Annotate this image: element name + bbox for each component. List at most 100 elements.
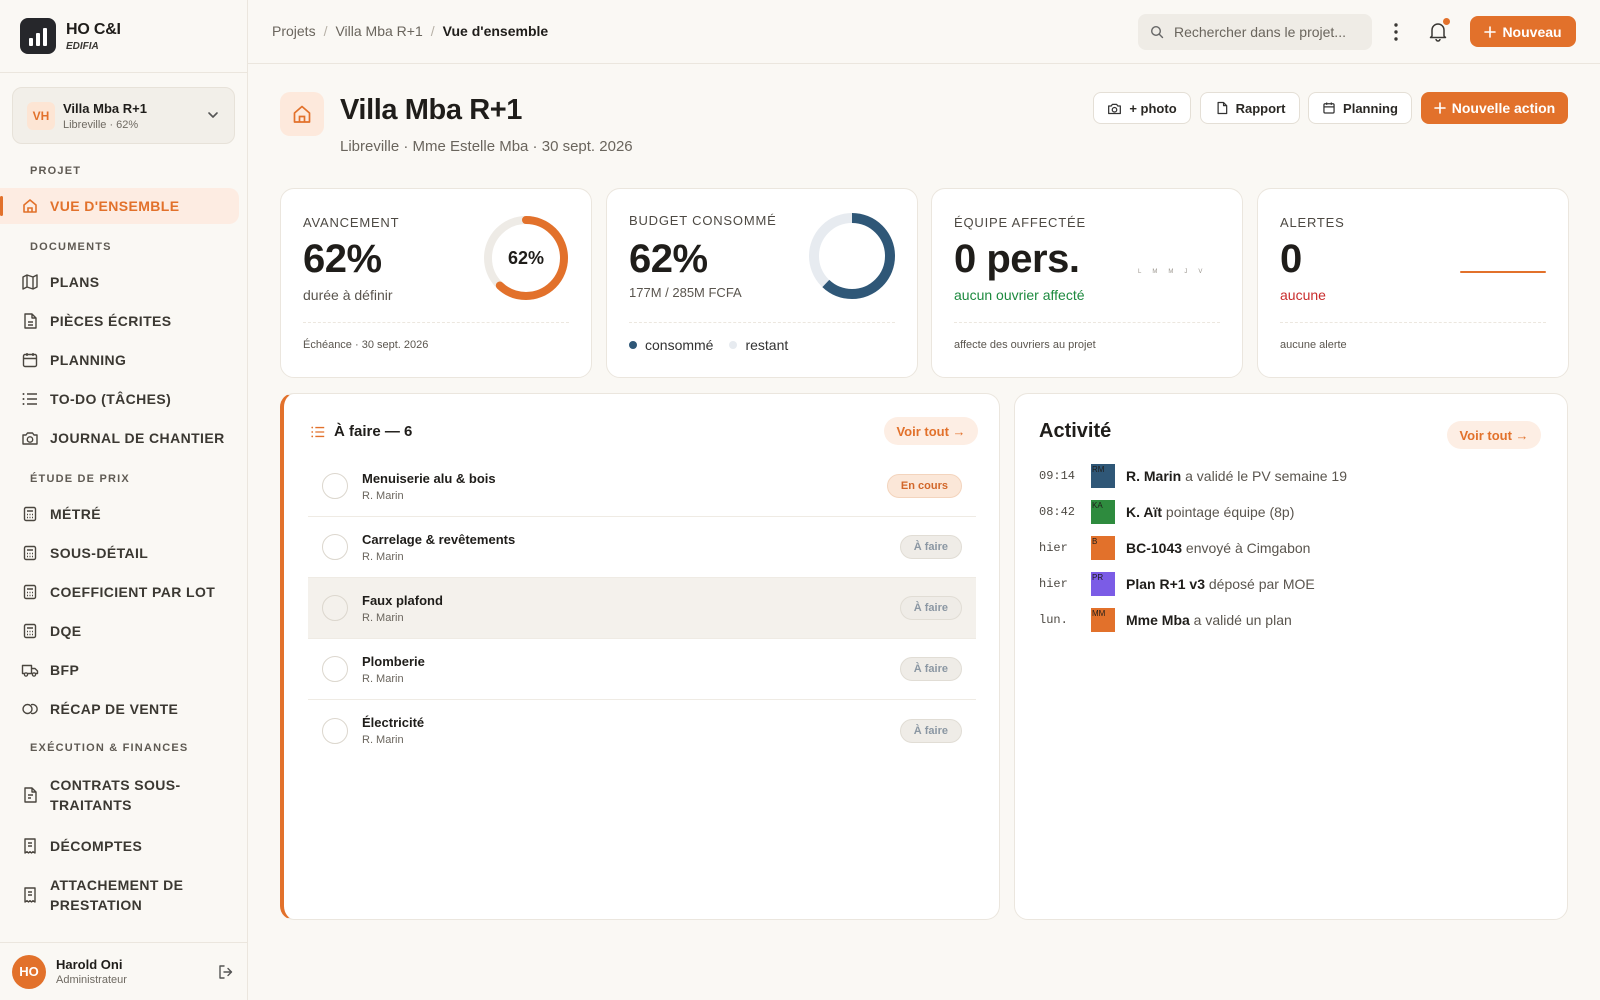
divider [954,322,1220,323]
new-action-label: Nouvelle action [1451,100,1556,116]
activity-actor: Mme Mba [1126,612,1190,628]
task-name: Faux plafond [362,592,443,608]
nav-item-todo[interactable]: TO-DO (TÂCHES) [0,381,240,417]
page-home-icon [280,92,324,136]
task-row[interactable]: Faux plafond R. Marin À faire [308,578,976,639]
new-button[interactable]: Nouveau [1470,16,1576,47]
nav-item-journal[interactable]: JOURNAL DE CHANTIER [0,420,240,456]
nav-item-metre[interactable]: MÉTRÉ [0,496,240,532]
task-checkbox[interactable] [322,534,348,560]
task-row[interactable]: Électricité R. Marin À faire [308,700,976,761]
todo-panel: À faire — 6 Voir tout → Menuiserie alu &… [280,393,1000,920]
progress-ring-label: 62% [508,248,544,268]
task-row[interactable]: Menuiserie alu & bois R. Marin En cours [308,456,976,517]
task-owner: R. Marin [362,611,404,624]
nav-item-attachement[interactable]: ATTACHEMENT DE PRESTATION [0,867,240,923]
logout-icon[interactable] [217,963,235,981]
camera-icon [1108,103,1122,114]
home-icon [20,196,40,216]
nav-item-label: VUE D'ENSEMBLE [50,198,180,214]
nav-item-label: ATTACHEMENT DE PRESTATION [50,877,184,913]
nav-item-decomptes[interactable]: DÉCOMPTES [0,828,240,864]
nav-item-dqe[interactable]: DQE [0,613,240,649]
nav-item-label: MÉTRÉ [50,506,101,522]
brand-logo [20,18,56,54]
nav-item-label: DQE [50,623,82,639]
legend-remaining: restant [745,337,789,353]
nav-item-contrats[interactable]: CONTRATS SOUS-TRAITANTS [0,767,240,823]
activity-actor: R. Marin [1126,468,1182,484]
nav-item-sous-detail[interactable]: SOUS-DÉTAIL [0,535,240,571]
kpi-equipe: ÉQUIPE AFFECTÉE 0 pers. aucun ouvrier af… [931,188,1243,378]
receipt-icon [20,836,40,856]
home-icon [293,105,311,123]
nav-item-bfp[interactable]: BFP [0,652,240,688]
notifications-button[interactable] [1427,18,1450,47]
kpi-footer: Échéance · 30 sept. 2026 [303,339,429,351]
activity-avatar: PR [1091,572,1115,596]
activity-see-all-link[interactable]: Voir tout → [1447,421,1541,449]
calculator-icon [20,582,40,602]
kpi-label: BUDGET CONSOMMÉ [629,213,777,228]
nav-item-label: TO-DO (TÂCHES) [50,391,172,407]
task-checkbox[interactable] [322,656,348,682]
new-action-button[interactable]: Nouvelle action [1421,92,1568,124]
planning-label: Planning [1343,100,1398,116]
status-badge: À faire [899,596,962,620]
truck-icon [20,660,40,680]
kpi-footer: affecte des ouvriers au projet [954,339,1096,351]
nav-item-recap-vente[interactable]: RÉCAP DE VENTE [0,691,240,727]
user-role: Administrateur [56,974,127,986]
task-checkbox[interactable] [322,595,348,621]
search-box [1138,14,1372,50]
nav-item-planning[interactable]: PLANNING [0,342,240,378]
chevron-down-icon [208,112,218,118]
activity-text: Plan R+1 v3 déposé par MOE [1126,576,1315,592]
task-checkbox[interactable] [322,717,348,744]
more-options-icon[interactable] [1384,20,1408,44]
nav-item-pieces-ecrites[interactable]: PIÈCES ÉCRITES [0,303,240,339]
activity-actor: Plan R+1 v3 [1126,576,1205,592]
report-button[interactable]: Rapport [1200,92,1300,124]
task-owner: R. Marin [362,550,404,563]
bell-icon [1429,23,1447,42]
nav-item-coefficient[interactable]: COEFFICIENT PAR LOT [0,574,240,610]
project-selector-name: Villa Mba R+1 [63,100,147,116]
task-checkbox[interactable] [322,473,348,499]
breadcrumb-projets[interactable]: Projets [272,23,316,39]
report-label: Rapport [1235,100,1286,116]
search-input[interactable] [1174,24,1354,40]
project-selector[interactable]: VH Villa Mba R+1 Libreville · 62% [12,87,235,144]
page-subtitle: Libreville · Mme Estelle Mba · 30 sept. … [340,138,633,155]
kpi-value: 0 [1280,237,1302,281]
nav-item-label: PLANS [50,274,100,290]
activity-time: hier [1039,577,1068,591]
nav-item-plans[interactable]: PLANS [0,264,240,300]
task-row[interactable]: Plomberie R. Marin À faire [308,639,976,700]
avatar: HO [12,954,46,989]
planning-button[interactable]: Planning [1308,92,1412,124]
page-title: Villa Mba R+1 [340,94,523,126]
status-badge: À faire [899,718,962,743]
alert-sparkline [1460,271,1546,273]
document-icon [1217,101,1227,115]
kpi-subtitle: aucune [1280,287,1326,303]
todo-see-all-link[interactable]: Voir tout → [884,417,978,445]
activity-text: K. Aït pointage équipe (8p) [1126,504,1294,520]
project-selector-meta: Libreville · 62% [63,118,139,131]
legend-dot-consumed [629,341,637,349]
status-badge: À faire [899,657,962,681]
add-photo-button[interactable]: + photo [1093,92,1191,124]
budget-legend: consommé restant [629,337,788,353]
kpi-subtitle: aucun ouvrier affecté [954,287,1085,303]
task-name: Électricité [362,715,425,730]
weekday-label: M [1152,269,1158,275]
task-row[interactable]: Carrelage & revêtements R. Marin À faire [308,517,976,578]
kpi-subtitle: durée à définir [303,287,393,303]
breadcrumb: Projets / Villa Mba R+1 / Vue d'ensemble [272,23,548,39]
nav-item-vue-ensemble[interactable]: VUE D'ENSEMBLE [0,188,239,224]
calculator-icon [20,543,40,563]
weekday-label: M [1168,269,1174,275]
legend-consumed: consommé [645,337,714,353]
breadcrumb-project[interactable]: Villa Mba R+1 [335,23,423,39]
